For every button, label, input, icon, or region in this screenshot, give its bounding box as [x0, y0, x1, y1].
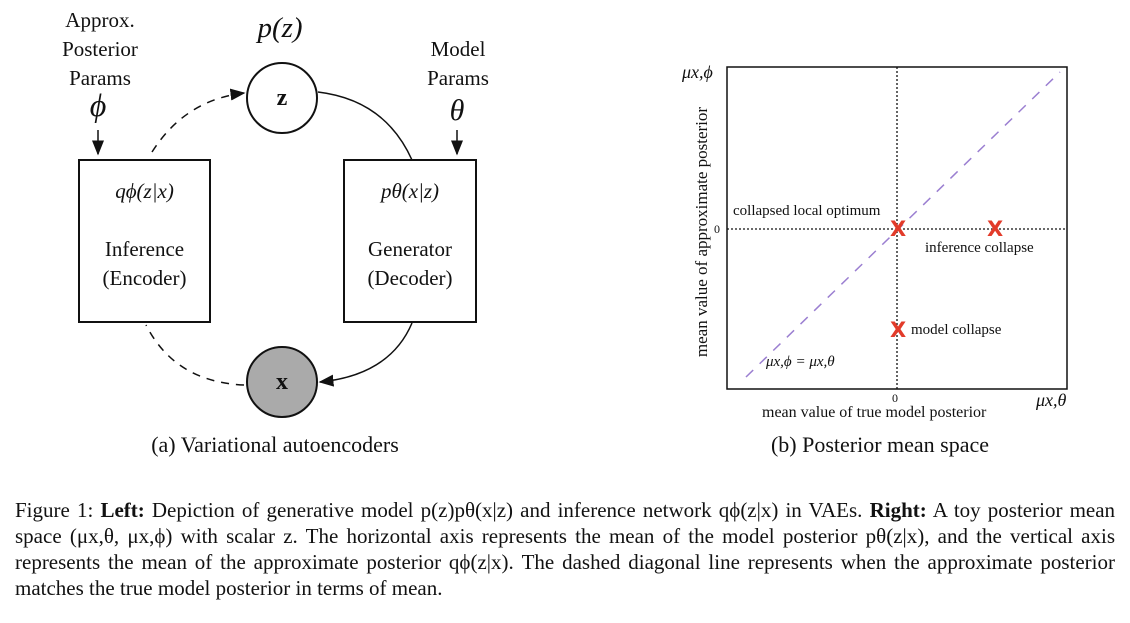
approx-label-line-3: Params: [69, 66, 131, 90]
decoder-name-line-1: Generator: [368, 237, 452, 261]
caption-left-text: Depiction of generative model p(z)pθ(x|z…: [151, 498, 863, 522]
y-zero-tick: 0: [714, 222, 720, 236]
x-axis-symbol: μx,θ: [1036, 390, 1067, 410]
theta-symbol: θ: [449, 94, 465, 127]
model-collapse-label: model collapse: [911, 322, 1002, 338]
diagonal-equation-label: μx,ϕ = μx,θ: [766, 354, 835, 370]
left-subcaption: (a) Variational autoencoders: [151, 432, 399, 457]
decoder-formula: pθ(x|z): [380, 179, 440, 203]
x-to-encoder-dashed-edge: [145, 324, 245, 386]
figure-caption: Figure 1: Left: Depiction of generative …: [15, 497, 1115, 601]
x-node-label: x: [276, 368, 288, 395]
collapsed-local-optimum-label: collapsed local optimum: [733, 203, 881, 219]
z-to-decoder-edge: [317, 91, 413, 161]
z-node-label: z: [276, 84, 288, 111]
x-observed-node: x: [246, 346, 318, 418]
z-latent-node: z: [246, 62, 318, 134]
caption-right-bold: Right:: [869, 498, 927, 522]
model-label-line-1: Model: [430, 37, 486, 61]
encoder-name-line-1: Inference: [104, 237, 185, 261]
x-zero-tick: 0: [892, 391, 898, 405]
x-axis-title: mean value of true model posterior: [762, 404, 987, 421]
decoder-box: pθ(x|z) Generator (Decoder): [343, 159, 477, 323]
y-axis-symbol: μx,ϕ: [682, 62, 713, 82]
phi-symbol: ϕ: [89, 87, 107, 123]
inference-collapse-label: inference collapse: [925, 240, 1034, 256]
caption-left-bold: Left:: [100, 498, 145, 522]
approx-label-line-2: Posterior: [62, 37, 138, 61]
encoder-box: qϕ(z|x) Inference (Encoder): [78, 159, 211, 323]
encoder-name-line-2: (Encoder): [102, 266, 187, 290]
decoder-to-x-arrow: [318, 322, 413, 387]
model-label-line-2: Params: [427, 66, 489, 90]
diagonal-dashed-line: [745, 71, 1061, 378]
approx-posterior-params-label: Approx. Posterior Params: [40, 6, 160, 93]
encoder-formula: qϕ(z|x): [115, 179, 174, 203]
decoder-name-line-2: (Decoder): [367, 266, 453, 290]
model-collapse-marker: X: [890, 318, 907, 342]
model-params-label: Model Params: [398, 35, 518, 93]
collapsed-optimum-marker: X: [890, 217, 907, 241]
approx-label-line-1: Approx.: [65, 8, 135, 32]
figure-number: Figure 1:: [15, 498, 94, 522]
right-subcaption: (b) Posterior mean space: [770, 432, 990, 457]
prior-label: p(z): [257, 12, 303, 44]
caption-right-text: A toy posterior mean space (μx,θ, μx,ϕ) …: [15, 498, 1116, 600]
inference-collapse-marker: X: [987, 217, 1004, 241]
